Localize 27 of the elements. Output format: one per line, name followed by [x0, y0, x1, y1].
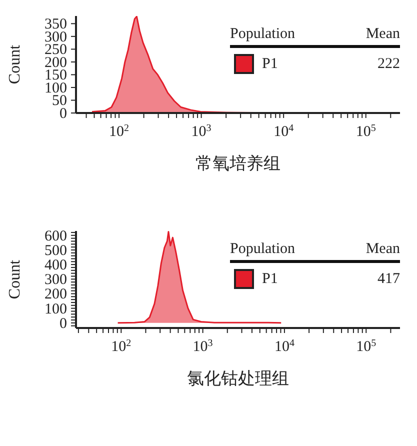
annotation: 417 — [378, 270, 400, 288]
y-tick-label: 300 — [44, 272, 67, 288]
x-tick-label: 10$^{2}$ — [109, 122, 130, 140]
x-tick-label: 10$^{4}$ — [274, 338, 294, 355]
legend-label: P1 — [262, 270, 278, 288]
y-tick-label: 500 — [44, 242, 67, 259]
x-tick-label: 10$^{3}$ — [192, 338, 213, 355]
x-tick-label: 10$^{5}$ — [356, 122, 376, 140]
y-tick-label: 400 — [44, 258, 67, 274]
annotation: Mean — [366, 26, 400, 43]
legend-label: P1 — [262, 56, 278, 72]
x-axis-title: 氯化钴处理组 — [187, 369, 289, 388]
y-tick-label: 600 — [44, 228, 67, 244]
x-tick-label: 10$^{2}$ — [111, 338, 132, 355]
y-tick-label: 0 — [60, 316, 67, 332]
x-tick-label: 10$^{4}$ — [274, 122, 294, 140]
annotation: Mean — [366, 241, 400, 258]
y-axis-title: Count — [6, 259, 24, 300]
y-tick-label: 100 — [44, 301, 67, 318]
x-axis-title: 常氧培养组 — [196, 154, 280, 173]
annotation: 222 — [378, 56, 400, 72]
legend-title: Population — [230, 241, 296, 258]
x-tick-label: 10$^{5}$ — [356, 338, 376, 355]
y-axis-title: Count — [6, 44, 24, 84]
y-tick-label: 200 — [44, 286, 67, 303]
legend-title: Population — [230, 26, 296, 43]
x-tick-label: 10$^{3}$ — [191, 122, 212, 140]
